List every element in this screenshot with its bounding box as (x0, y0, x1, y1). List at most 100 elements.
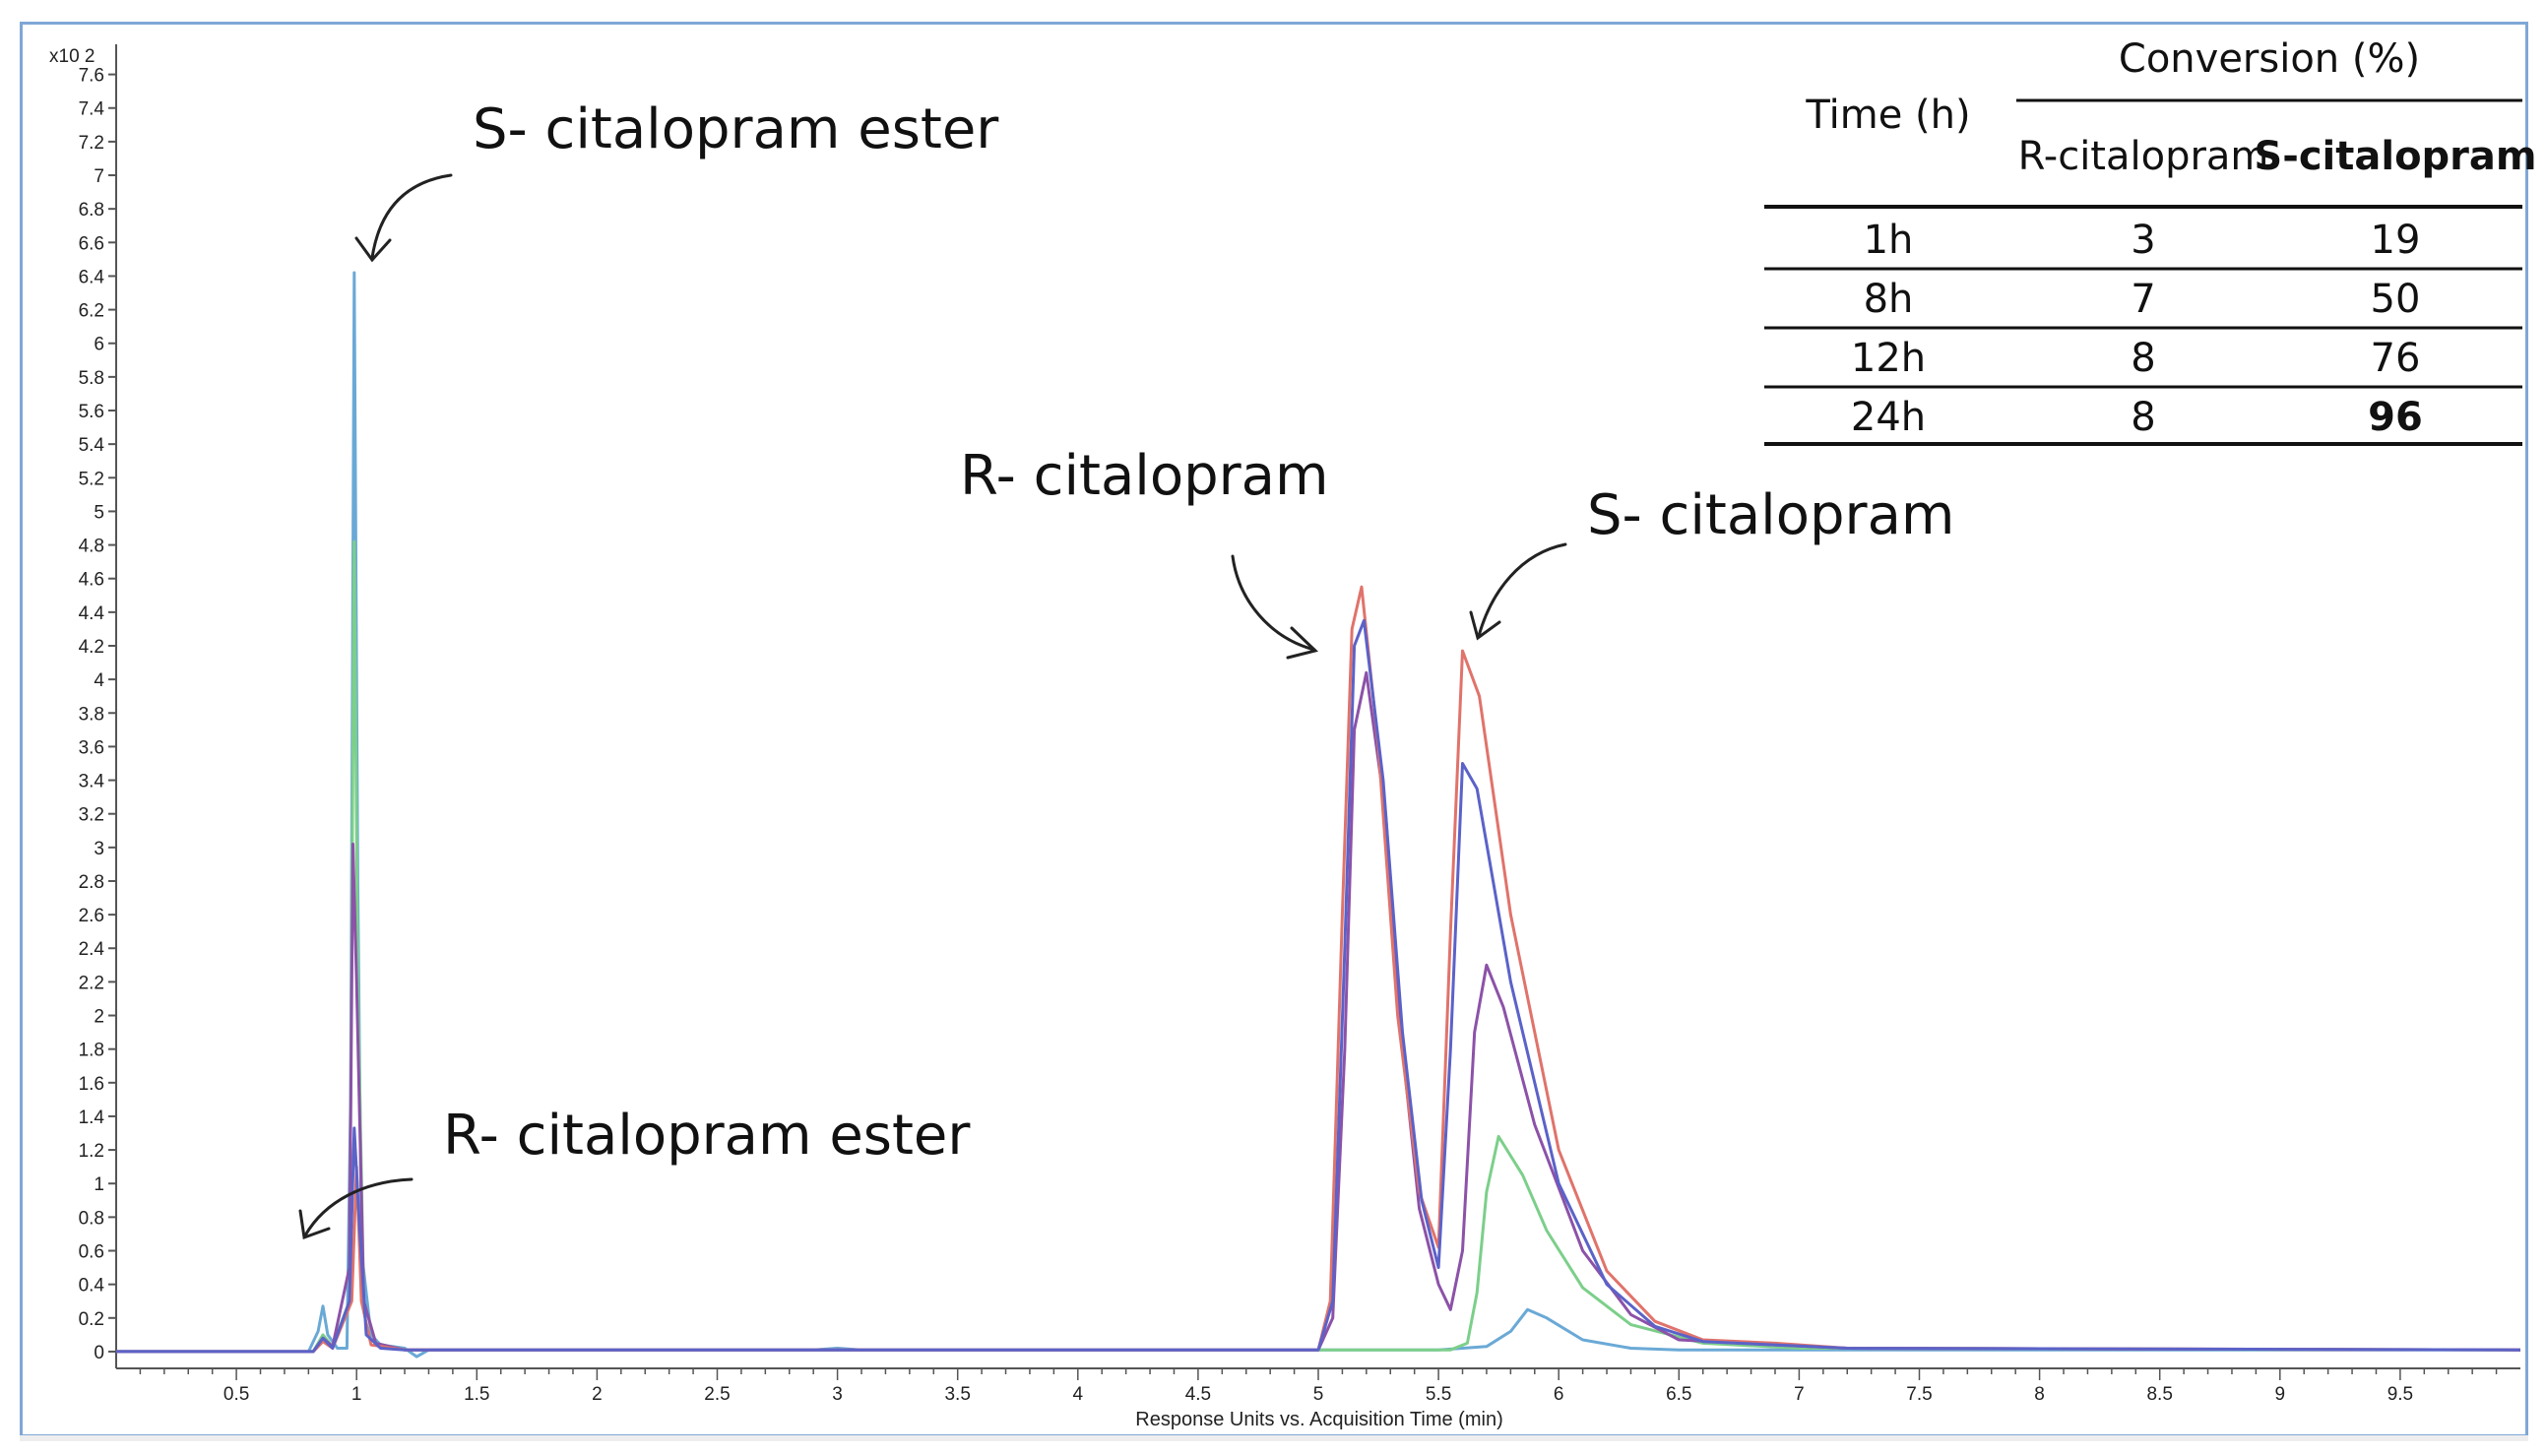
x-tick-label: 1 (351, 1384, 362, 1405)
y-tick-label: 2 (94, 1007, 104, 1028)
y-tick-label: 0.6 (79, 1242, 104, 1263)
x-tick-label: 2.5 (704, 1384, 730, 1405)
x-tick-label: 6.5 (1666, 1384, 1691, 1405)
table-cell-s-1: 19 (2371, 218, 2421, 263)
y-tick-label: 6 (94, 335, 104, 355)
x-tick-label: 1.5 (464, 1384, 489, 1405)
series-line-8h (116, 539, 2521, 1354)
y-tick-label: 7 (94, 166, 104, 187)
arrow-r-citalopram-head (1286, 626, 1318, 660)
y-tick-label: 1.4 (79, 1108, 105, 1128)
arrow-r-citalopram (1231, 554, 1316, 652)
annotation-arrows (298, 173, 1567, 1240)
y-tick-label: 1.8 (79, 1041, 104, 1061)
y-tick-label: 7.2 (79, 133, 104, 154)
table-cell-r-4: 8 (2131, 395, 2155, 440)
series-line-blank (116, 618, 2521, 1354)
x-tick-label: 9.5 (2387, 1384, 2413, 1405)
bottom-strip (20, 1435, 2528, 1441)
x-tick-label: 3.5 (944, 1384, 970, 1405)
y-tick-label: 1 (94, 1174, 104, 1195)
arrow-s-citalopram-head (1469, 610, 1501, 641)
y-tick-label: 2.4 (79, 939, 105, 960)
table-header-r: R-citalopram (2018, 134, 2269, 179)
y-tick-label: 5.8 (79, 368, 104, 389)
table-cell-time-4: 24h (1851, 395, 1926, 440)
x-tick-label: 2 (592, 1384, 603, 1405)
chart-frame (20, 22, 2528, 1437)
y-axis: 0 0.2 0.4 0.6 0.8 1 1.2 1.4 1.6 1.8 2 2.2 2.4 2.6 2.8 3… (79, 44, 117, 1368)
y-tick-label: 5 (94, 502, 104, 523)
arrow-s-ester-head (354, 236, 392, 263)
y-tick-label: 3.4 (79, 772, 105, 792)
x-tick-label: 8 (2034, 1384, 2045, 1405)
y-tick-label: 1.6 (79, 1074, 104, 1095)
y-tick-label: 6.2 (79, 301, 104, 322)
y-tick-label: 5.6 (79, 402, 104, 422)
table-header-s: S-citalopram (2254, 134, 2536, 179)
arrow-s-ester (370, 173, 453, 260)
y-tick-label: 3.6 (79, 737, 104, 758)
y-tick-label: 7.4 (79, 99, 105, 120)
x-axis: 0.5 1 1.5 2 2.5 3 3.5 4 4.5 5 5.5 6 6.5 7 7.5 8 8.5 9 9.5 (116, 1367, 2520, 1405)
y-tick-label: 4.4 (79, 603, 105, 624)
table-cell-s-4: 96 (2368, 395, 2423, 440)
table-cell-r-1: 3 (2131, 218, 2155, 263)
series-layer (116, 271, 2521, 1359)
y-tick-label: 2.8 (79, 872, 104, 893)
y-tick-label: 0.8 (79, 1208, 104, 1229)
conversion-table: Time (h) Conversion (%) R-citalopram S-c… (1764, 36, 2537, 446)
table-header-conversion: Conversion (%) (2119, 36, 2420, 82)
table-cell-s-2: 50 (2371, 277, 2421, 322)
y-tick-label: 7.6 (79, 66, 104, 87)
annotation-s-citalopram-ester: S- citalopram ester (473, 97, 999, 161)
arrow-s-citalopram (1477, 542, 1567, 638)
table-cell-time-3: 12h (1851, 336, 1926, 381)
y-tick-label: 0 (94, 1343, 104, 1363)
series-line-1h (116, 271, 2520, 1359)
y-tick-label: 2.2 (79, 973, 104, 993)
y-tick-label: 2.6 (79, 906, 104, 926)
y-tick-label: 4.6 (79, 570, 104, 591)
annotation-s-citalopram: S- citalopram (1587, 483, 1954, 547)
y-tick-label: 4 (94, 670, 104, 691)
series-line-12h (116, 670, 2521, 1354)
y-tick-label: 3.2 (79, 805, 104, 826)
table-cell-r-3: 8 (2131, 336, 2155, 381)
y-tick-label: 3.8 (79, 704, 104, 725)
x-tick-label: 6 (1554, 1384, 1564, 1405)
table-cell-time-2: 8h (1864, 277, 1914, 322)
arrow-r-ester (303, 1177, 414, 1237)
x-tick-label: 8.5 (2146, 1384, 2172, 1405)
y-tick-label: 4.8 (79, 537, 104, 557)
y-tick-label: 4.2 (79, 637, 104, 658)
x-tick-label: 9 (2275, 1384, 2286, 1405)
x-axis-title: Response Units vs. Acquisition Time (min… (1135, 1409, 1502, 1430)
y-tick-label: 1.2 (79, 1141, 104, 1162)
y-multiplier-label: x10 2 (49, 46, 95, 67)
annotation-r-citalopram-ester: R- citalopram ester (443, 1104, 971, 1168)
table-header-time: Time (h) (1805, 93, 1970, 138)
table-cell-r-2: 7 (2131, 277, 2155, 322)
x-tick-label: 4.5 (1185, 1384, 1211, 1405)
x-tick-label: 4 (1073, 1384, 1084, 1405)
table-cell-s-3: 76 (2371, 336, 2421, 381)
y-tick-label: 0.4 (79, 1276, 105, 1297)
x-tick-label: 7.5 (1906, 1384, 1932, 1405)
x-tick-label: 5.5 (1426, 1384, 1451, 1405)
x-tick-label: 7 (1794, 1384, 1805, 1405)
x-tick-label: 5 (1313, 1384, 1324, 1405)
arrow-r-ester-head (298, 1209, 331, 1240)
annotation-r-citalopram: R- citalopram (960, 444, 1329, 508)
y-tick-label: 0.2 (79, 1309, 104, 1330)
table-cell-time-1: 1h (1864, 218, 1914, 263)
y-tick-label: 6.4 (79, 267, 105, 287)
x-tick-label: 0.5 (223, 1384, 249, 1405)
y-tick-label: 3 (94, 839, 104, 859)
series-line-24h (116, 585, 2521, 1354)
y-tick-label: 5.4 (79, 435, 105, 456)
y-tick-label: 6.8 (79, 200, 104, 221)
x-tick-label: 3 (832, 1384, 843, 1405)
y-tick-label: 5.2 (79, 469, 104, 489)
